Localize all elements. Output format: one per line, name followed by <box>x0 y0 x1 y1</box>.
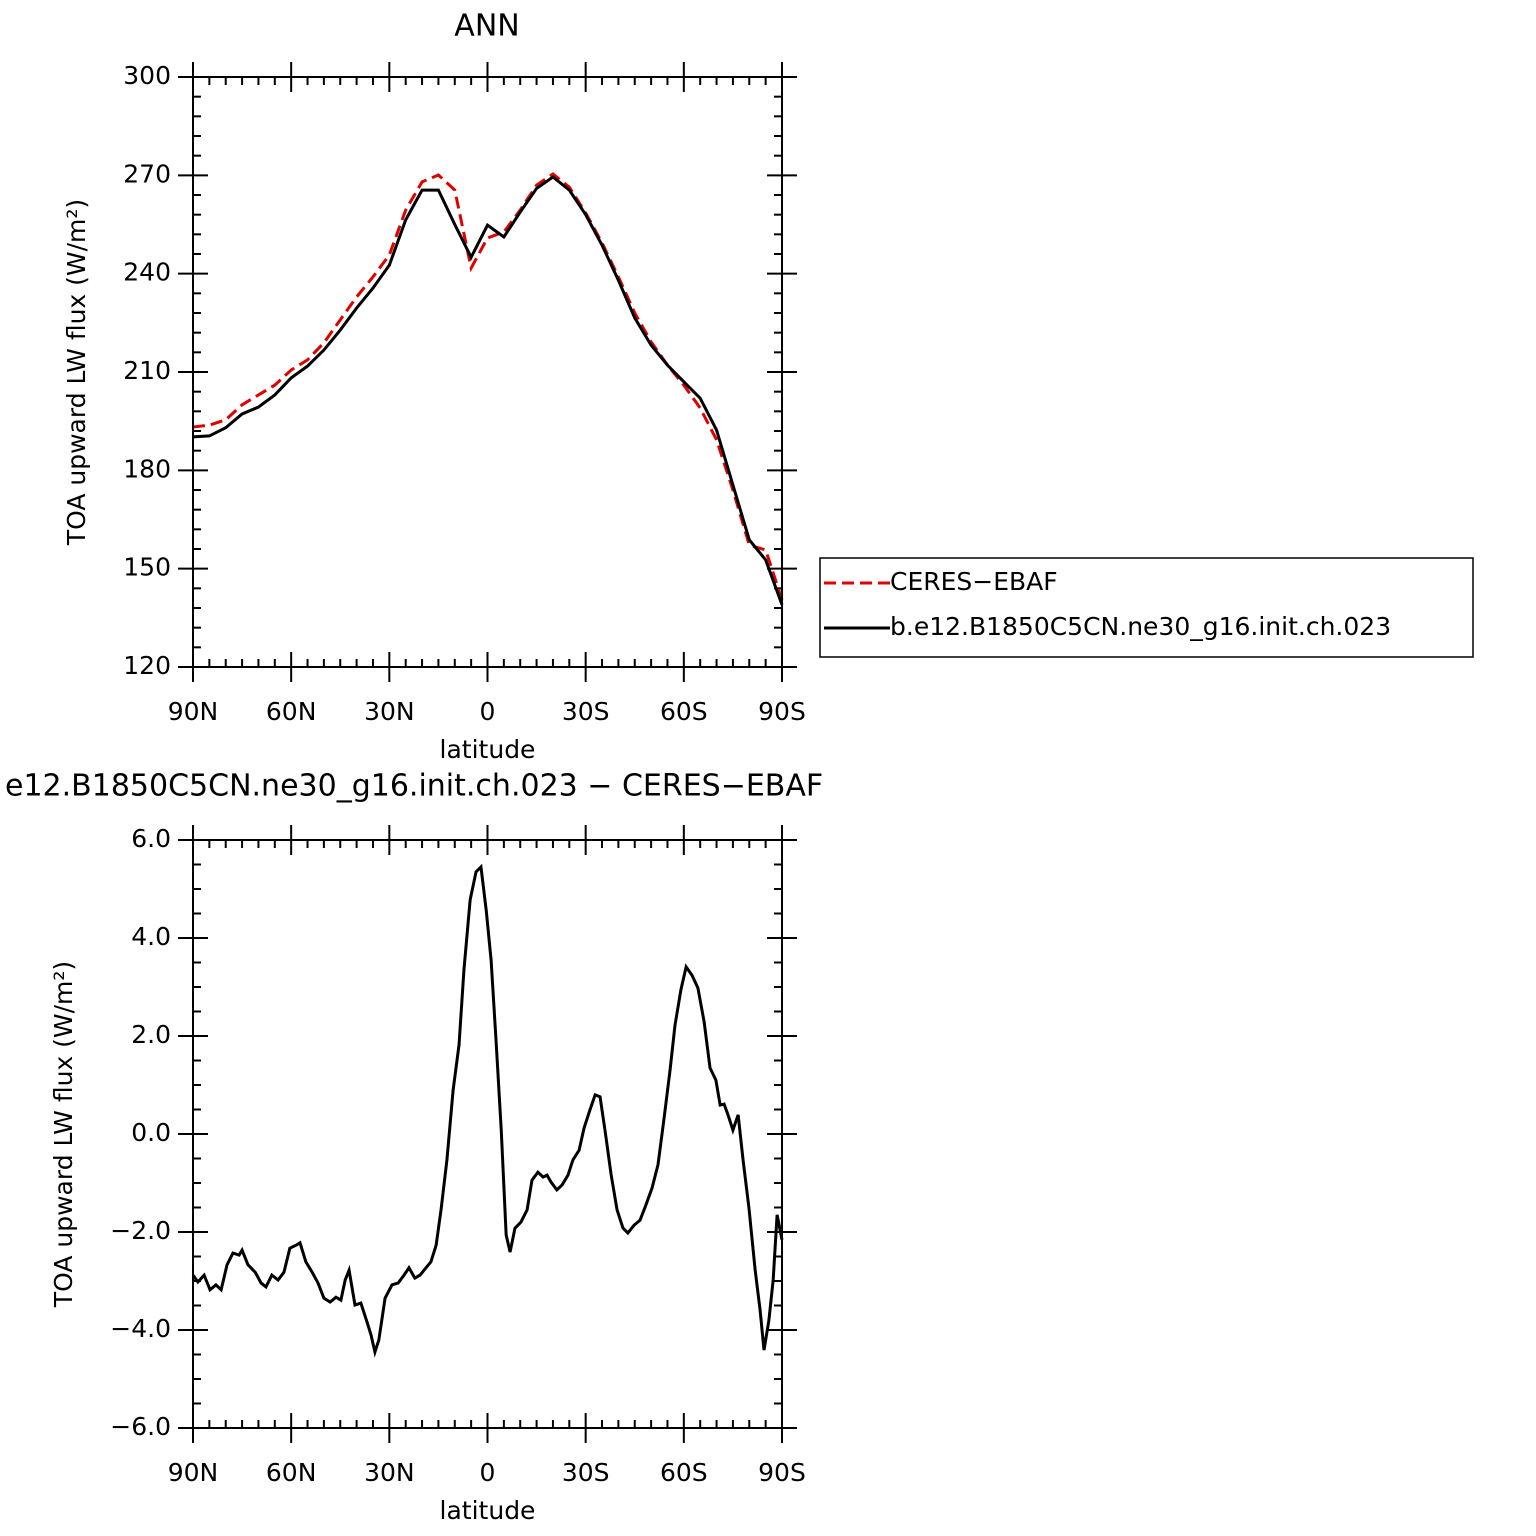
x-tick-label: 60S <box>660 697 708 726</box>
y-tick-label: 240 <box>123 258 171 287</box>
x-tick-label: 90S <box>758 697 806 726</box>
x-tick-label: 90N <box>168 697 219 726</box>
y-tick-label: 4.0 <box>131 922 171 951</box>
x-tick-label: 30N <box>364 1458 415 1487</box>
x-axis-label: latitude <box>440 735 536 764</box>
y-axis-label: TOA upward LW flux (W/m²) <box>62 199 91 546</box>
legend-label: CERES−EBAF <box>890 567 1058 596</box>
data-line <box>192 175 784 606</box>
y-tick-label: 270 <box>123 159 171 188</box>
y-tick-label: 150 <box>123 553 171 582</box>
x-tick-label: 90N <box>168 1458 219 1487</box>
x-tick-label: 0 <box>480 697 496 726</box>
legend-label: b.e12.B1850C5CN.ne30_g16.init.ch.023 <box>890 612 1391 641</box>
y-tick-label: 0.0 <box>131 1118 171 1147</box>
data-line <box>191 863 784 1358</box>
x-tick-label: 60S <box>660 1458 708 1487</box>
chart-title: e12.B1850C5CN.ne30_g16.init.ch.023 − CER… <box>5 769 823 804</box>
data-line <box>192 172 784 601</box>
plot-frame <box>192 76 783 668</box>
y-tick-label: 300 <box>123 61 171 90</box>
y-tick-label: −4.0 <box>110 1314 171 1343</box>
legend-box <box>819 557 1474 658</box>
x-tick-label: 30S <box>562 697 610 726</box>
x-axis-label: latitude <box>440 1496 536 1525</box>
x-tick-label: 30S <box>562 1458 610 1487</box>
y-axis-label: TOA upward LW flux (W/m²) <box>49 961 78 1308</box>
y-tick-label: 210 <box>123 356 171 385</box>
x-tick-label: 90S <box>758 1458 806 1487</box>
x-tick-label: 60N <box>266 1458 317 1487</box>
y-tick-label: 2.0 <box>131 1020 171 1049</box>
chart-title: ANN <box>454 9 519 44</box>
y-tick-label: 180 <box>123 454 171 483</box>
x-tick-label: 0 <box>480 1458 496 1487</box>
plot-frame <box>192 839 783 1429</box>
y-tick-label: −6.0 <box>110 1412 171 1441</box>
x-tick-label: 30N <box>364 697 415 726</box>
x-tick-label: 60N <box>266 697 317 726</box>
y-tick-label: 120 <box>123 651 171 680</box>
y-tick-label: 6.0 <box>131 824 171 853</box>
y-tick-label: −2.0 <box>110 1216 171 1245</box>
